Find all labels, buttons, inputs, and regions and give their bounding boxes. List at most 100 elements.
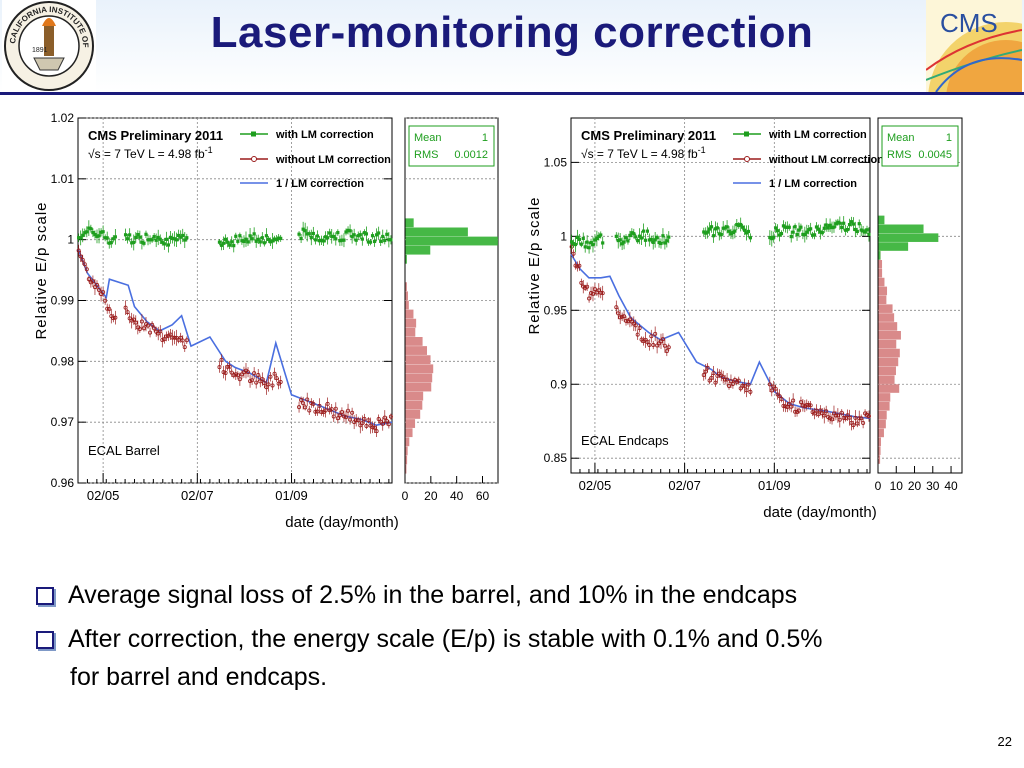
with-lm-point [179, 235, 183, 239]
with-lm-point [338, 239, 342, 243]
with-lm-point [228, 243, 232, 247]
with-lm-point [166, 243, 171, 247]
without-lm-point [237, 377, 242, 382]
without-lm-point [386, 422, 391, 427]
hist-with-bar [878, 215, 885, 225]
stats-mean-value: 1 [482, 132, 488, 144]
hist-without-bar [878, 268, 883, 278]
with-lm-point [659, 241, 663, 246]
header-rule [0, 92, 1024, 95]
without-lm-point [248, 379, 253, 384]
without-lm-point [125, 310, 130, 315]
with-lm-point [787, 225, 791, 229]
with-lm-point [366, 240, 371, 244]
with-lm-point [812, 233, 817, 237]
hist-without-bar [878, 331, 901, 340]
without-lm-point [158, 329, 163, 334]
without-lm-point [360, 421, 365, 426]
cms-logo: CMS [926, 0, 1022, 92]
with-lm-point [665, 239, 669, 243]
hist-without-bar [405, 318, 417, 328]
with-lm-point [123, 233, 128, 237]
hist-without-bar [405, 337, 423, 346]
with-lm-point [313, 238, 317, 242]
with-lm-point [364, 232, 369, 236]
without-lm-point [246, 370, 251, 375]
without-lm-point [256, 373, 261, 378]
with-lm-point [334, 237, 338, 241]
hist-without-bar [405, 419, 416, 428]
without-lm-point [90, 279, 95, 284]
with-lm-point [234, 234, 238, 238]
with-lm-point [109, 241, 113, 245]
with-lm-point [232, 244, 236, 248]
with-lm-point [855, 229, 859, 234]
with-lm-point [85, 230, 89, 234]
with-lm-point [587, 246, 591, 250]
with-lm-point [737, 223, 741, 228]
without-lm-point [99, 292, 104, 297]
without-lm-point [372, 425, 377, 430]
without-lm-point [270, 383, 275, 388]
with-lm-point [774, 226, 778, 230]
with-lm-point [704, 231, 708, 235]
with-lm-point [370, 234, 375, 238]
bullet-checkbox-icon [36, 631, 54, 650]
with-lm-point [107, 241, 111, 245]
with-lm-point [360, 237, 364, 241]
without-lm-point [382, 415, 387, 420]
without-lm-point [150, 322, 155, 327]
with-lm-point [661, 234, 665, 238]
without-lm-point [250, 378, 255, 383]
with-lm-point [731, 230, 735, 235]
without-lm-point [711, 371, 716, 376]
without-lm-point [162, 337, 167, 342]
without-lm-point [348, 417, 353, 422]
without-lm-point [105, 306, 110, 311]
without-lm-point [637, 326, 642, 331]
hist-without-bar [878, 446, 881, 455]
with-lm-point [838, 221, 842, 225]
with-lm-point [770, 237, 774, 241]
without-lm-point [176, 337, 181, 342]
with-lm-point [307, 232, 311, 236]
without-lm-point [370, 425, 375, 430]
y-axis-label: Relative E/p scale [526, 196, 543, 334]
with-lm-point [711, 234, 716, 238]
chart-header: CMS Preliminary 2011 [581, 128, 716, 143]
without-lm-point [172, 335, 177, 340]
legend-marker [744, 131, 749, 137]
with-lm-point [154, 238, 158, 242]
with-lm-point [597, 234, 601, 238]
hist-x-tick-label: 60 [476, 489, 490, 503]
without-lm-point [730, 381, 735, 386]
with-lm-point [303, 229, 307, 233]
with-lm-point [667, 235, 671, 239]
without-lm-point [337, 413, 342, 418]
energy-lumi-label: √s = 7 TeV L = 4.98 fb-1 [88, 145, 213, 161]
with-lm-point [742, 228, 747, 232]
with-lm-point [785, 225, 789, 229]
hist-x-tick-label: 40 [450, 489, 464, 503]
with-lm-point [822, 226, 826, 230]
with-lm-point [628, 233, 632, 238]
without-lm-point [262, 381, 267, 386]
with-lm-point [861, 229, 865, 233]
with-lm-point [789, 234, 793, 239]
with-lm-point [706, 230, 710, 234]
hist-x-tick-label: 30 [926, 479, 940, 493]
with-lm-point [158, 237, 162, 241]
with-lm-point [735, 222, 739, 227]
with-lm-point [252, 232, 256, 236]
with-lm-point [733, 229, 737, 233]
without-lm-point [311, 401, 316, 406]
with-lm-point [816, 227, 821, 231]
hist-without-bar [405, 291, 408, 301]
without-lm-point [225, 364, 230, 369]
without-lm-point [227, 364, 232, 369]
without-lm-point [376, 417, 381, 422]
hist-without-bar [405, 300, 409, 310]
hist-with-bar [405, 218, 414, 228]
without-lm-point [137, 327, 142, 332]
with-lm-point [746, 229, 751, 234]
